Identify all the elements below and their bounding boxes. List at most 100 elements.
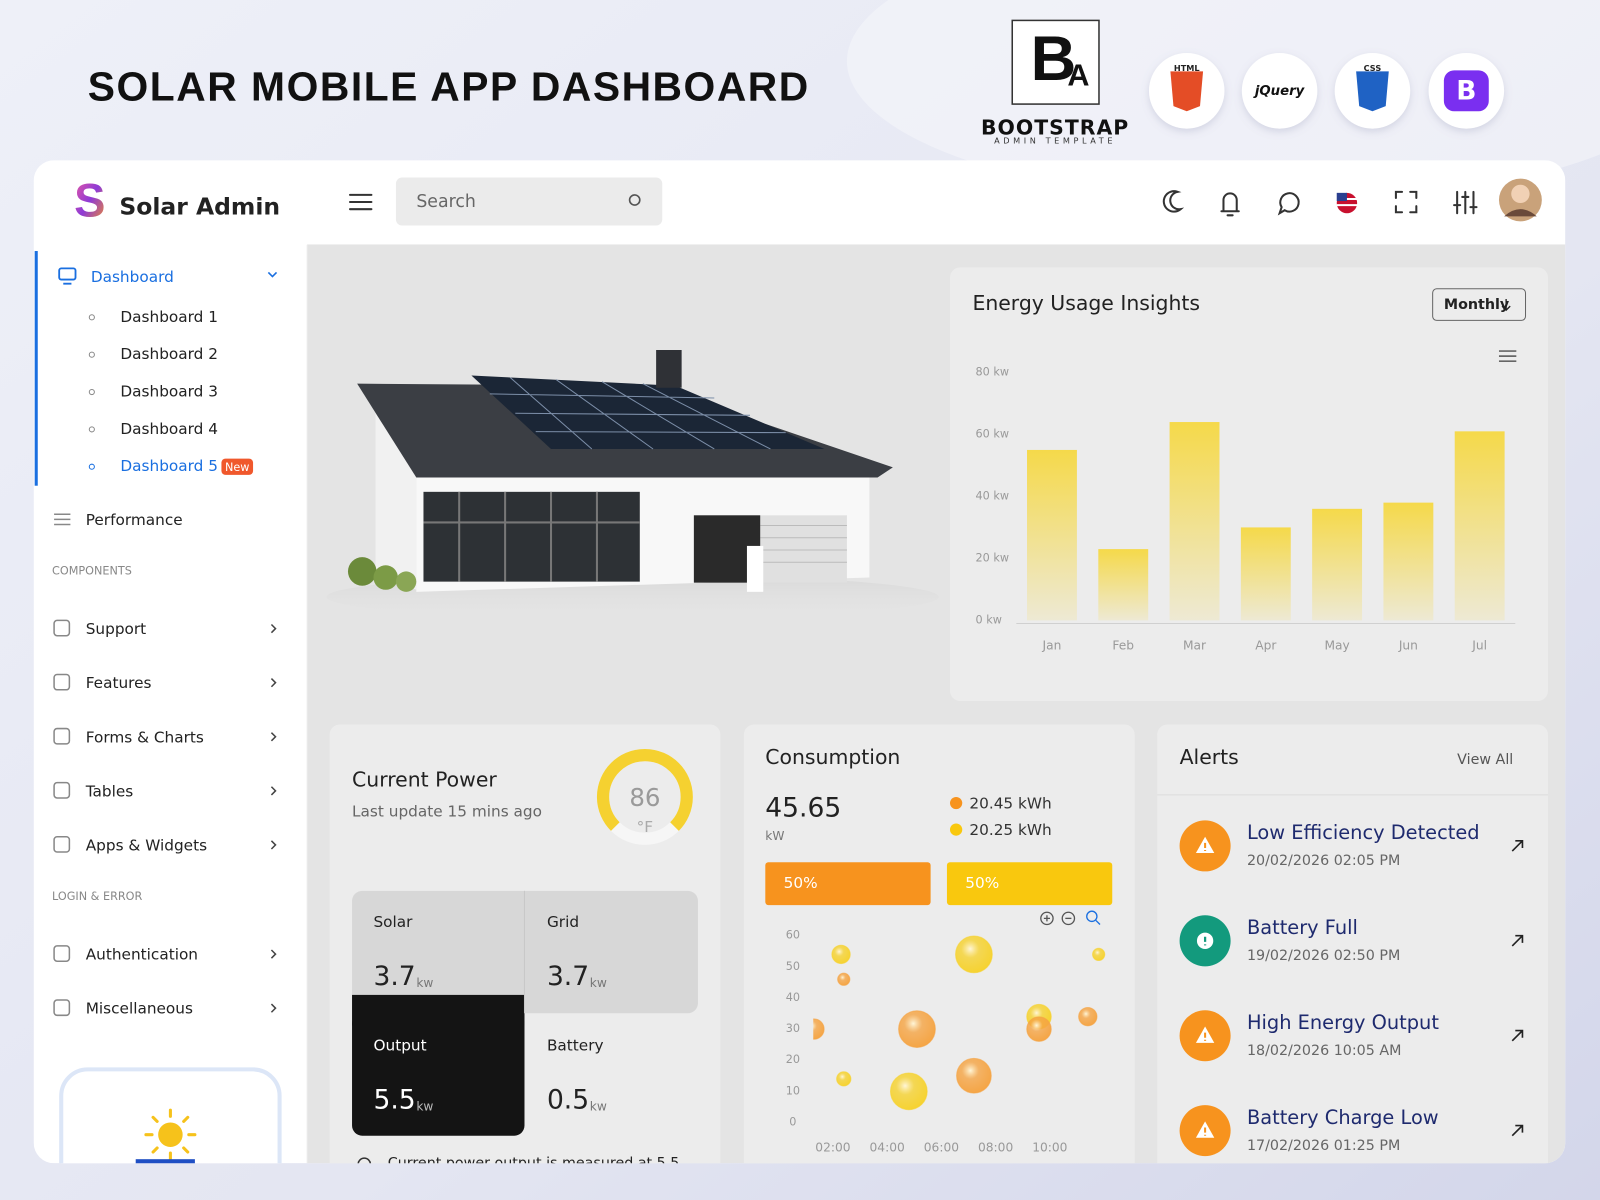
bubble <box>836 1071 852 1087</box>
bootstrap-badge <box>1443 70 1489 112</box>
path <box>1095 919 1101 925</box>
alert-title[interactable]: Battery Full <box>1247 916 1358 939</box>
brand-logo-box <box>1011 19 1100 105</box>
alert-link[interactable] <box>1511 1124 1524 1137</box>
zoom-out[interactable] <box>1061 911 1076 926</box>
x-tick-label: Mar <box>1183 638 1207 652</box>
nav-icon <box>53 619 71 637</box>
bubble <box>1026 1016 1052 1042</box>
tile-label: Battery <box>547 1036 604 1054</box>
notification-icon[interactable] <box>1220 192 1240 217</box>
nav-item[interactable]: Features <box>86 674 152 692</box>
bubble <box>831 944 851 965</box>
house-side <box>375 403 417 590</box>
menu-toggle[interactable] <box>348 193 373 211</box>
nav-icon <box>53 835 71 853</box>
gauge-arc <box>596 749 693 831</box>
app-logo: S <box>74 174 105 226</box>
nav-item[interactable]: Authentication <box>86 946 198 964</box>
chat-icon[interactable] <box>1277 192 1300 216</box>
bubble <box>898 1010 936 1048</box>
y-tick-label: 40 <box>786 991 800 1004</box>
nav-item[interactable]: Dashboard <box>91 268 174 286</box>
bar <box>1027 449 1077 621</box>
search-icon[interactable] <box>628 194 641 206</box>
y-tick-label: 40 kw <box>976 489 1010 502</box>
alert-link[interactable] <box>1511 934 1524 947</box>
panel-grid <box>489 377 786 450</box>
nav-item[interactable]: Performance <box>86 511 183 529</box>
share-label: 50% <box>784 874 818 892</box>
zoom-reset[interactable] <box>1086 910 1098 923</box>
card-title: Current Power <box>352 768 497 792</box>
y-tick-label: 20 <box>786 1053 800 1066</box>
chart-menu[interactable] <box>1498 350 1517 363</box>
x-tick-label: 08:00 <box>978 1140 1013 1154</box>
card-note: Current power output is measured at 5.5 <box>388 1155 680 1171</box>
nav-bullet <box>88 426 95 433</box>
period-arrow <box>1501 298 1511 312</box>
nav-subitem[interactable]: Dashboard 4 <box>120 420 218 438</box>
dark-mode-icon[interactable] <box>1162 190 1185 213</box>
logo-letter: B <box>1031 24 1077 94</box>
search-box[interactable] <box>395 177 663 226</box>
settings-icon[interactable] <box>1453 190 1478 215</box>
chevron-right <box>270 623 277 634</box>
shrub <box>347 557 377 586</box>
nav-subitem[interactable]: Dashboard 3 <box>120 383 218 401</box>
post <box>746 545 764 592</box>
sun-icon <box>158 1122 183 1147</box>
period-button[interactable] <box>1432 288 1527 321</box>
nav-subitem[interactable]: Dashboard 5 <box>120 457 218 475</box>
chevron-right <box>270 840 277 850</box>
tile-unit: kw <box>416 976 433 990</box>
tech-label: CSS <box>1364 63 1382 73</box>
fullscreen-icon[interactable] <box>1394 190 1418 214</box>
search-placeholder: Search <box>416 192 476 212</box>
nav-item[interactable]: Apps & Widgets <box>86 836 207 854</box>
nav-icon <box>53 945 71 962</box>
gauge-value: 86 <box>629 783 660 812</box>
share-bar <box>946 862 1113 906</box>
flag-canton <box>1336 192 1347 202</box>
tile-label: Solar <box>373 913 413 931</box>
alert-link[interactable] <box>1511 1029 1524 1042</box>
legend-dot <box>950 823 963 836</box>
nav-icon <box>53 781 71 799</box>
y-tick-label: 60 <box>786 929 800 942</box>
logo-letter: A <box>1067 59 1089 93</box>
alert-title[interactable]: Battery Charge Low <box>1247 1106 1439 1129</box>
nav-item[interactable]: Miscellaneous <box>86 1000 193 1018</box>
page-title: SOLAR MOBILE APP DASHBOARD <box>88 64 810 110</box>
nav-item[interactable]: Tables <box>85 782 134 800</box>
window-frame <box>423 491 640 582</box>
tech-label: B <box>1456 75 1476 106</box>
view-all-link[interactable]: View All <box>1457 752 1513 768</box>
period-label: Monthly <box>1444 297 1510 313</box>
x-tick-label: Jan <box>1042 638 1062 652</box>
nav-subitem[interactable]: Dashboard 2 <box>120 345 218 363</box>
nav-section-title: LOGIN & ERROR <box>52 890 142 903</box>
alert-title[interactable]: High Energy Output <box>1247 1011 1439 1034</box>
alert-link[interactable] <box>1511 840 1524 852</box>
y-tick-label: 10 <box>786 1084 800 1097</box>
tile-value: 5.5 <box>373 1085 415 1116</box>
tech-label: HTML <box>1174 63 1200 73</box>
zoom-in[interactable] <box>1040 911 1054 926</box>
alert-title[interactable]: Low Efficiency Detected <box>1247 821 1480 844</box>
card-subtitle: Last update 15 mins ago <box>352 803 542 821</box>
tile-value: 0.5 <box>547 1085 589 1116</box>
brand-name: BOOTSTRAP <box>981 116 1129 140</box>
nav-item[interactable]: Forms & Charts <box>86 728 204 746</box>
card-title: Alerts <box>1180 745 1239 769</box>
nav-subitem[interactable]: Dashboard 1 <box>120 308 218 326</box>
topbar-icons <box>348 190 1478 217</box>
y-tick-label: 0 <box>789 1115 796 1128</box>
css-shield <box>1356 71 1389 112</box>
alert-date: 17/02/2026 01:25 PM <box>1247 1138 1400 1154</box>
bubble <box>1078 1006 1098 1027</box>
nav-item[interactable]: Support <box>86 620 146 638</box>
shrub <box>395 571 417 592</box>
